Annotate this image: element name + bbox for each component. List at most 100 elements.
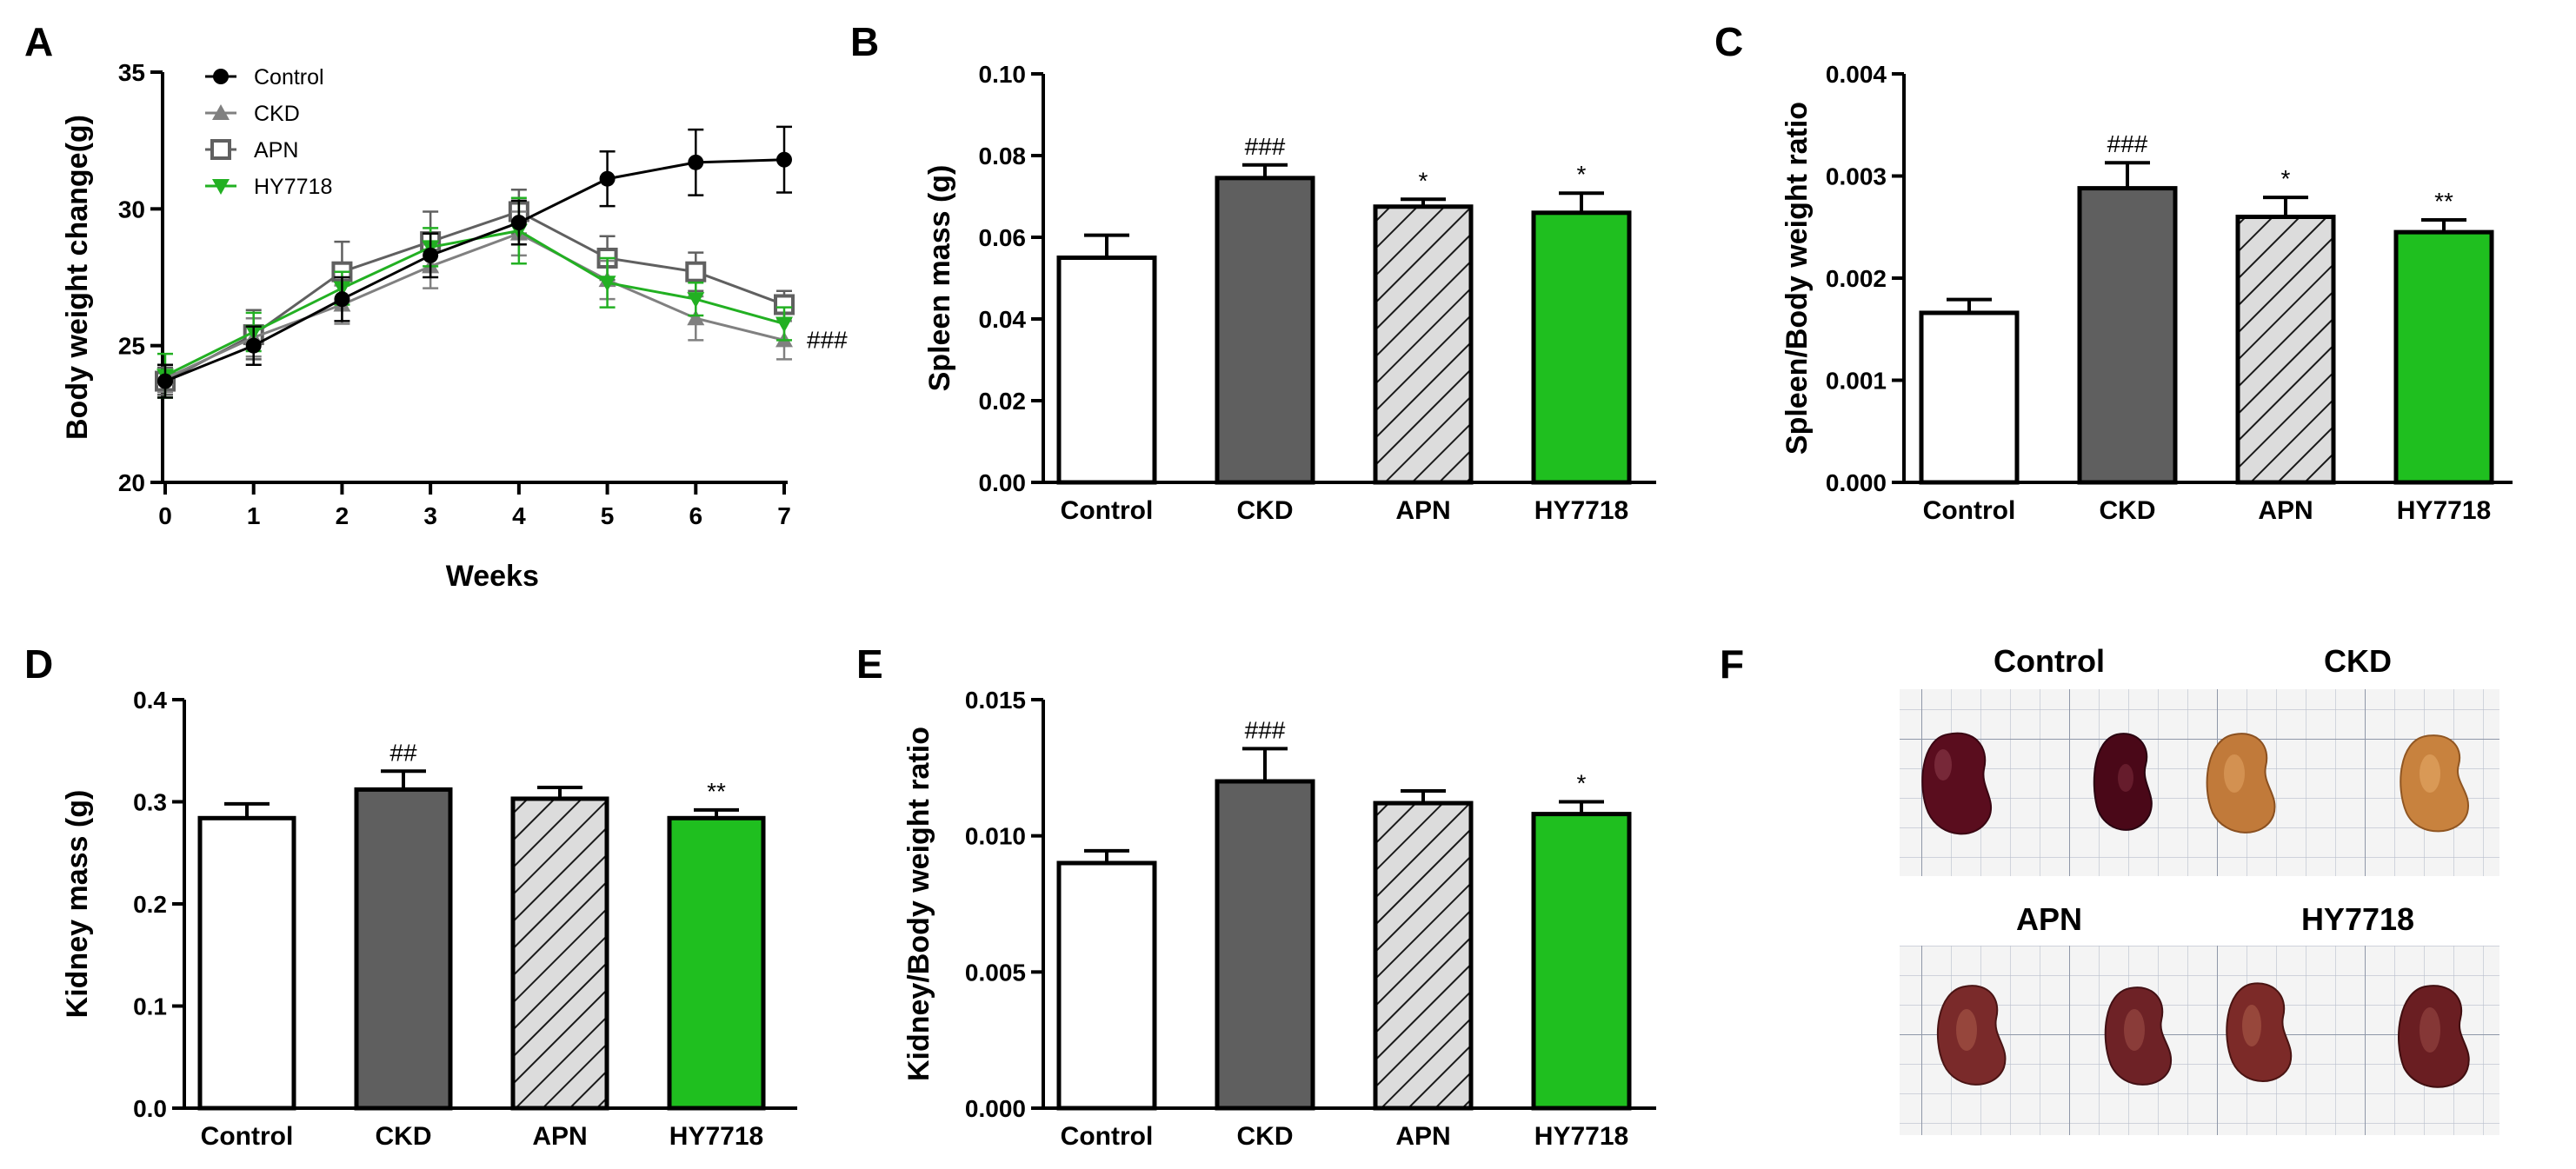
kidney-control-right bbox=[2093, 733, 2153, 831]
chart-c-ytick-label: 0.002 bbox=[1826, 265, 1887, 292]
chart-e-ytick-label: 0.015 bbox=[965, 687, 1026, 714]
chart-e-significance-ckd: ### bbox=[1245, 716, 1286, 743]
chart-b-significance-apn: * bbox=[1419, 167, 1428, 194]
chart-b-significance-hy7718: * bbox=[1577, 161, 1587, 188]
chart-a-xtick-label: 7 bbox=[777, 502, 791, 529]
chart-e-bar-hy7718 bbox=[1531, 812, 1632, 1111]
chart-a-xtick-label: 6 bbox=[689, 502, 702, 529]
chart-a-x-title: Weeks bbox=[446, 560, 539, 593]
chart-b-significance-ckd: ### bbox=[1245, 133, 1286, 160]
chart-a-xtick-label: 0 bbox=[158, 502, 172, 529]
chart-a-point-hy7718 bbox=[598, 276, 616, 292]
chart-a-legend-label-ckd: CKD bbox=[254, 102, 300, 126]
chart-d-ytick-label: 0.1 bbox=[133, 993, 167, 1020]
chart-b-ytick-label: 0.00 bbox=[979, 469, 1027, 496]
chart-a-line-ckd bbox=[164, 232, 785, 380]
chart-a-series-control bbox=[157, 125, 792, 399]
chart-d-bar-hy7718 bbox=[667, 815, 766, 1111]
chart-a-point-hy7718 bbox=[687, 292, 705, 309]
panel-letter-a: A bbox=[24, 19, 53, 64]
chart-c-significance-apn: * bbox=[2281, 165, 2291, 192]
chart-a-point-ckd bbox=[687, 309, 705, 326]
chart-d-significance-ckd: ## bbox=[389, 739, 417, 766]
chart-e-category-hy7718: HY7718 bbox=[1534, 1122, 1628, 1151]
chart-a-point-apn bbox=[685, 261, 707, 282]
chart-b-ytick-label: 0.10 bbox=[979, 61, 1027, 88]
spleen-mass-bar-chart: 0.00 0.02 0.04 0.06 0.08 0.10 Spleen mass (g) C… bbox=[923, 61, 1656, 525]
chart-b-bar-ckd bbox=[1215, 176, 1315, 485]
chart-e-ytick-label: 0.010 bbox=[965, 823, 1026, 850]
chart-b-ytick-label: 0.02 bbox=[979, 388, 1027, 415]
chart-c-category-hy7718: HY7718 bbox=[2397, 496, 2491, 525]
chart-c-ytick-label: 0.003 bbox=[1826, 163, 1887, 190]
chart-a-xtick-label: 3 bbox=[423, 502, 437, 529]
chart-b-category-hy7718: HY7718 bbox=[1534, 496, 1628, 525]
chart-b-category-ckd: CKD bbox=[1237, 496, 1294, 525]
chart-a-annotation: ### bbox=[807, 326, 848, 353]
chart-a-point-control bbox=[599, 170, 616, 187]
chart-a-point-hy7718 bbox=[775, 316, 793, 333]
chart-a-point-control bbox=[157, 373, 173, 389]
chart-a-xtick-label: 5 bbox=[601, 502, 615, 529]
chart-d-bar-apn bbox=[510, 796, 609, 1111]
kidney-mass-bar-chart: 0.0 0.1 0.2 0.3 0.4 Kidney mass (g) Control CKD… bbox=[61, 687, 797, 1151]
chart-b-y-title: Spleen mass (g) bbox=[923, 165, 956, 392]
panel-letter-d: D bbox=[24, 641, 53, 687]
photo-label-ckd: CKD bbox=[2324, 643, 2392, 679]
chart-a-xtick-label: 2 bbox=[336, 502, 349, 529]
kidney-ckd-right bbox=[2400, 734, 2470, 833]
chart-b-bar-hy7718 bbox=[1531, 210, 1632, 485]
chart-a-legend-marker-apn bbox=[210, 139, 231, 160]
chart-c-ytick-label: 0.001 bbox=[1826, 368, 1887, 395]
chart-c-significance-ckd: ### bbox=[2107, 130, 2148, 157]
chart-d-ytick-label: 0.0 bbox=[133, 1095, 167, 1122]
chart-e-category-ckd: CKD bbox=[1237, 1122, 1294, 1151]
chart-b-category-control: Control bbox=[1061, 496, 1154, 525]
chart-b-ytick-label: 0.06 bbox=[979, 224, 1027, 251]
chart-a-legend: Control CKD APN HY7718 bbox=[205, 65, 332, 199]
chart-e-ytick-label: 0.005 bbox=[965, 959, 1026, 986]
chart-e-significance-hy7718: * bbox=[1577, 770, 1587, 797]
spleen-body-ratio-bar-chart: 0.000 0.001 0.002 0.003 0.004 Spleen/Body wei… bbox=[1781, 61, 2513, 525]
chart-a-ytick-label: 25 bbox=[118, 333, 145, 360]
chart-e-bar-ckd bbox=[1215, 779, 1315, 1111]
chart-c-ytick-label: 0.004 bbox=[1826, 61, 1887, 88]
chart-d-ytick-label: 0.2 bbox=[133, 891, 167, 918]
chart-c-bar-ckd bbox=[2077, 186, 2178, 485]
chart-a-xtick-label: 1 bbox=[247, 502, 261, 529]
panel-letter-b: B bbox=[850, 19, 879, 64]
panel-letter-f: F bbox=[1720, 641, 1744, 687]
chart-a-xtick-label: 4 bbox=[512, 502, 526, 529]
chart-e-y-title: Kidney/Body weight ratio bbox=[902, 727, 935, 1081]
chart-a-legend-label-hy7718: HY7718 bbox=[254, 175, 332, 199]
chart-d-significance-hy7718: ** bbox=[707, 778, 726, 805]
chart-a-legend-label-control: Control bbox=[254, 65, 324, 90]
chart-e-bar-control bbox=[1056, 860, 1157, 1111]
chart-c-y-title: Spleen/Body weight ratio bbox=[1781, 102, 1814, 455]
chart-a-line-control bbox=[164, 158, 785, 382]
kidney-body-ratio-bar-chart: 0.000 0.005 0.010 0.015 Kidney/Body weight r… bbox=[902, 687, 1656, 1151]
chart-c-category-apn: APN bbox=[2258, 496, 2313, 525]
chart-c-ytick-label: 0.000 bbox=[1826, 469, 1887, 496]
chart-a-legend-marker-hy7718 bbox=[212, 179, 230, 195]
kidney-apn-right bbox=[2104, 986, 2173, 1086]
chart-d-ytick-label: 0.3 bbox=[133, 789, 167, 816]
chart-e-category-apn: APN bbox=[1395, 1122, 1450, 1151]
chart-d-y-title: Kidney mass (g) bbox=[61, 790, 94, 1019]
chart-b-bar-apn bbox=[1373, 204, 1474, 485]
chart-b-ytick-label: 0.08 bbox=[979, 143, 1027, 169]
chart-a-point-control bbox=[334, 291, 350, 308]
chart-b-bar-control bbox=[1056, 256, 1157, 485]
chart-d-ytick-label: 0.4 bbox=[133, 687, 167, 714]
chart-c-bar-control bbox=[1919, 310, 2020, 485]
chart-a-point-control bbox=[423, 247, 439, 263]
chart-e-ytick-label: 0.000 bbox=[965, 1095, 1026, 1122]
chart-c-category-ckd: CKD bbox=[2100, 496, 2156, 525]
chart-a-ytick-label: 20 bbox=[118, 469, 145, 496]
chart-d-category-ckd: CKD bbox=[376, 1122, 432, 1151]
chart-a-ytick-label: 35 bbox=[118, 59, 145, 86]
chart-e-category-control: Control bbox=[1061, 1122, 1154, 1151]
chart-d-category-control: Control bbox=[201, 1122, 294, 1151]
photo-label-control: Control bbox=[1994, 643, 2105, 679]
